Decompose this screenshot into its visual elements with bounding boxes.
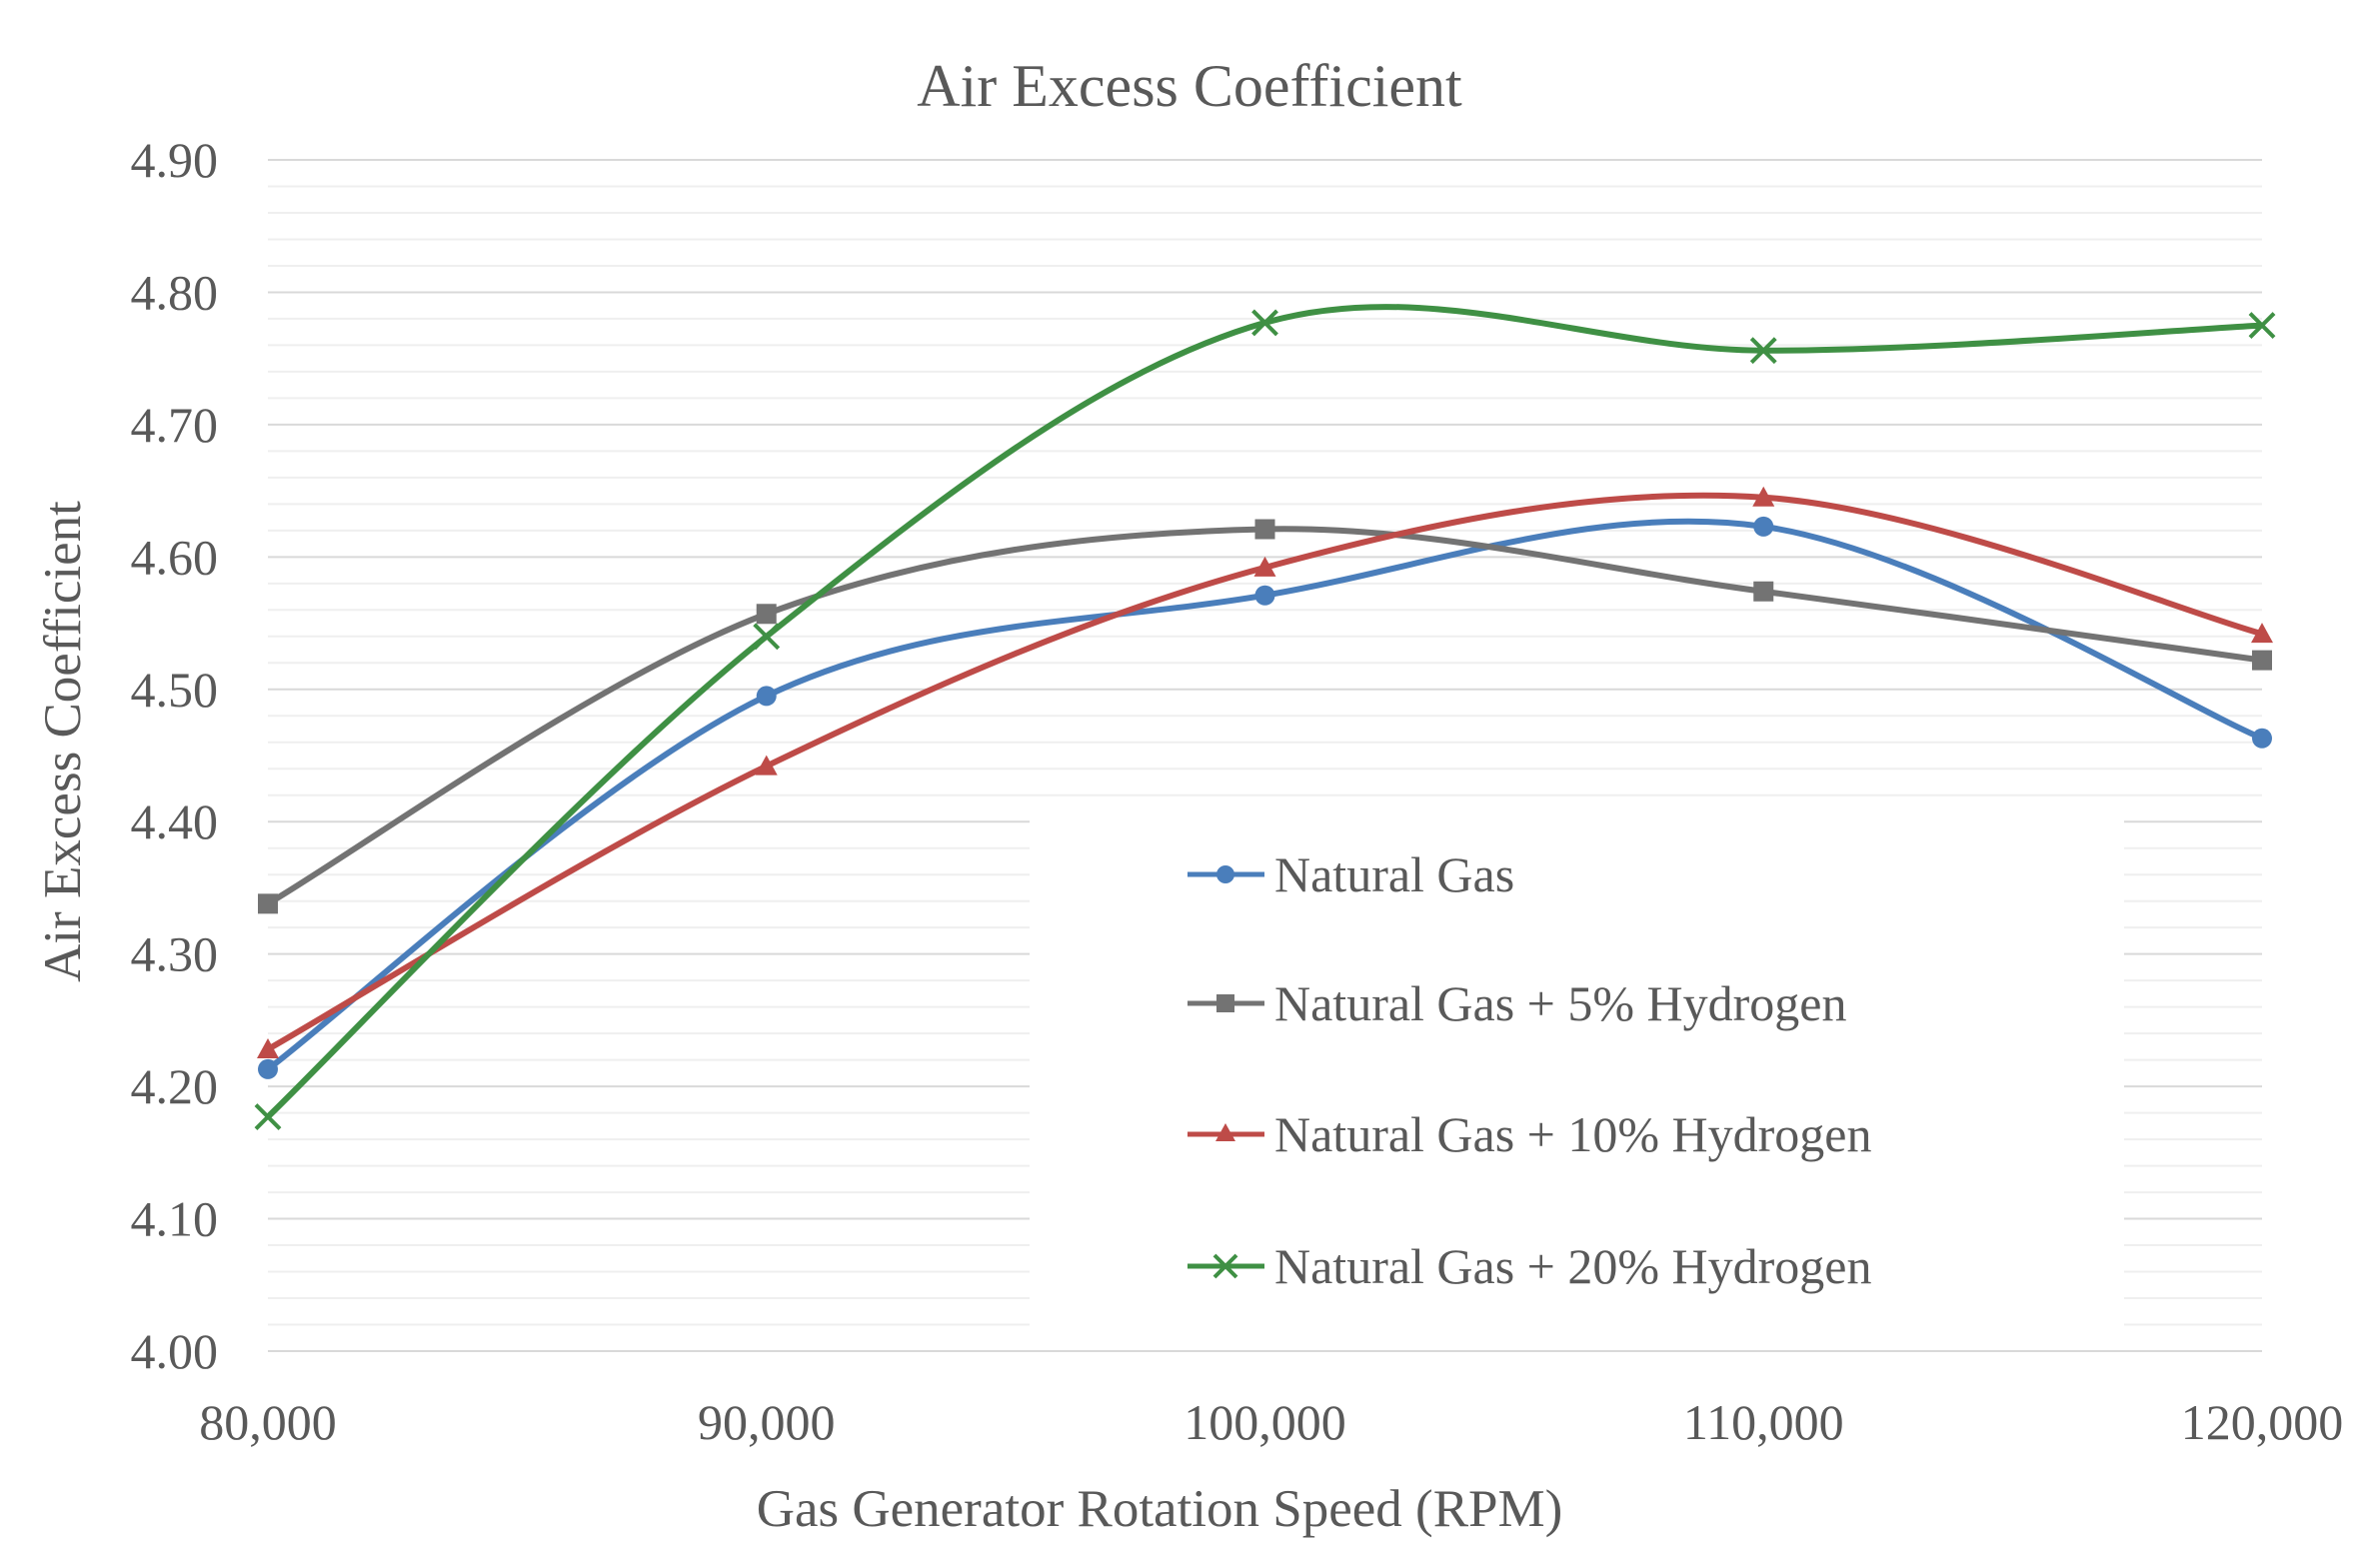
y-axis-title: Air Excess Coefficient: [34, 501, 92, 982]
legend-label-natural-gas-10-hydrogen: Natural Gas + 10% Hydrogen: [1274, 1106, 1872, 1162]
legend-background: [1030, 819, 2124, 1339]
x-axis-tick-labels: 80,000 90,000 100,000 110,000 120,000: [199, 1394, 2343, 1450]
data-point-marker: [258, 893, 278, 914]
data-point-marker: [1254, 585, 1275, 606]
data-point-marker: [755, 755, 778, 775]
legend-item-natural-gas-5-hydrogen: Natural Gas + 5% Hydrogen: [1188, 975, 1847, 1031]
x-tick-label: 100,000: [1184, 1394, 1346, 1450]
data-point-marker: [1753, 581, 1774, 602]
x-tick-label: 80,000: [199, 1394, 337, 1450]
data-point-marker: [258, 1058, 278, 1079]
chart-title: Air Excess Coefficient: [917, 53, 1462, 119]
data-point-marker: [1254, 519, 1275, 540]
y-tick-label: 4.90: [131, 132, 219, 188]
y-tick-label: 4.10: [131, 1191, 219, 1247]
data-point-marker: [1753, 516, 1774, 537]
data-point-marker: [756, 604, 777, 625]
legend-marker-natural-gas-5-hydrogen: [1216, 994, 1234, 1012]
series-line-3: [265, 304, 2263, 1119]
data-point-marker: [1251, 309, 1278, 337]
x-axis-title: Gas Generator Rotation Speed (RPM): [757, 1480, 1563, 1538]
legend-label-natural-gas-20-hydrogen: Natural Gas + 20% Hydrogen: [1274, 1238, 1872, 1294]
data-point-marker: [2251, 623, 2273, 644]
data-point-marker: [257, 1038, 279, 1059]
data-point-marker: [1253, 556, 1276, 577]
legend-label-natural-gas: Natural Gas: [1274, 846, 1514, 902]
legend-marker-natural-gas: [1216, 865, 1234, 883]
series-markers: [254, 309, 2276, 1130]
data-point-marker: [756, 686, 777, 707]
legend-item-natural-gas-20-hydrogen: Natural Gas + 20% Hydrogen: [1188, 1238, 1872, 1294]
legend-item-natural-gas-10-hydrogen: Natural Gas + 10% Hydrogen: [1188, 1106, 1872, 1162]
y-tick-label: 4.20: [131, 1058, 219, 1114]
legend-label-natural-gas-5-hydrogen: Natural Gas + 5% Hydrogen: [1274, 975, 1847, 1031]
y-axis-tick-labels: 4.00 4.10 4.20 4.30 4.40 4.50 4.60 4.70 4.80 4.90: [131, 132, 219, 1379]
legend-marker-natural-gas-20-hydrogen: [1212, 1253, 1238, 1279]
legend: Natural Gas Natural Gas + 5% Hydrogen Na…: [1188, 846, 1872, 1294]
x-tick-label: 90,000: [698, 1394, 836, 1450]
data-point-marker: [2252, 728, 2272, 749]
data-point-marker: [254, 1103, 282, 1130]
y-tick-label: 4.50: [131, 662, 219, 718]
y-tick-label: 4.30: [131, 926, 219, 982]
legend-marker-natural-gas-10-hydrogen: [1215, 1123, 1235, 1141]
y-tick-label: 4.00: [131, 1323, 219, 1379]
x-tick-label: 120,000: [2181, 1394, 2344, 1450]
y-tick-label: 4.60: [131, 529, 219, 585]
data-point-marker: [2252, 650, 2272, 671]
data-point-marker: [2248, 312, 2276, 339]
data-point-marker: [1749, 337, 1777, 365]
data-point-marker: [1752, 486, 1775, 507]
y-tick-label: 4.70: [131, 397, 219, 453]
y-tick-label: 4.80: [131, 264, 219, 320]
legend-item-natural-gas: Natural Gas: [1188, 846, 1514, 902]
data-point-marker: [753, 623, 781, 651]
x-tick-label: 110,000: [1683, 1394, 1844, 1450]
y-tick-label: 4.40: [131, 793, 219, 849]
